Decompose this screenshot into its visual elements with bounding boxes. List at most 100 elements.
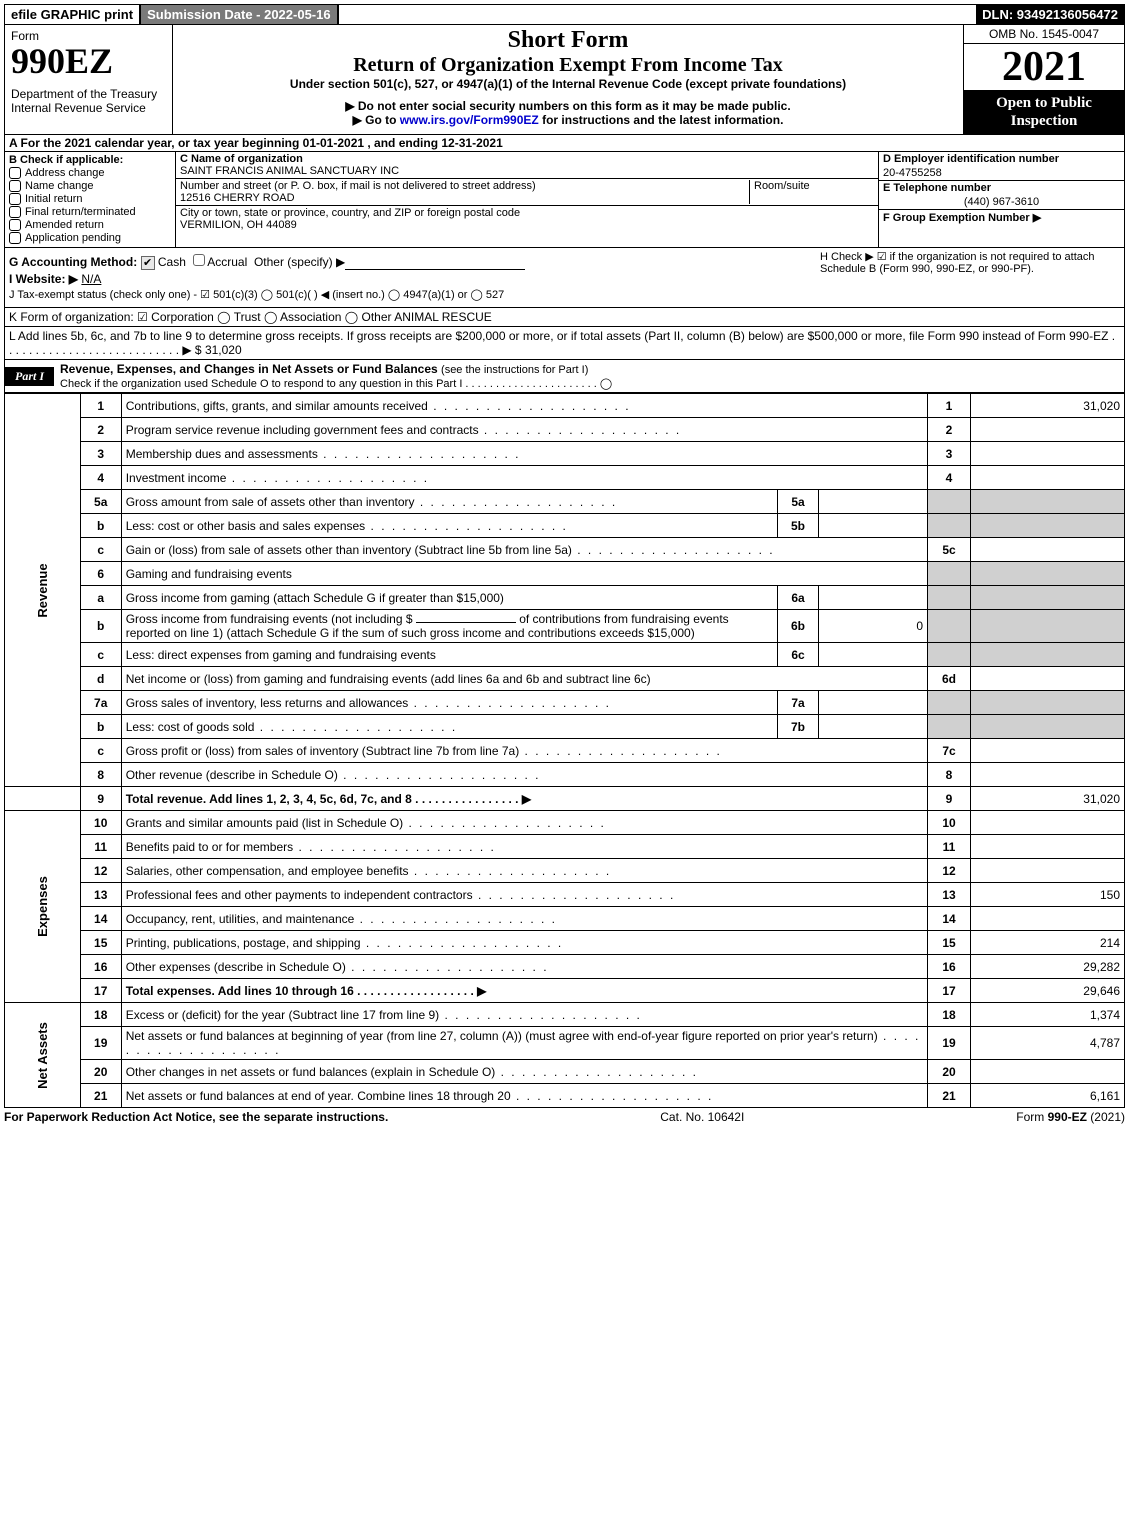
line9-value: 31,020 bbox=[971, 787, 1125, 811]
line21-value: 6,161 bbox=[971, 1084, 1125, 1108]
form-header: Form 990EZ Department of the Treasury In… bbox=[4, 25, 1125, 135]
c-city-row: City or town, state or province, country… bbox=[176, 206, 878, 232]
table-row: 20 Other changes in net assets or fund b… bbox=[5, 1060, 1125, 1084]
chk-cash[interactable] bbox=[141, 256, 155, 270]
part1-header: Part I Revenue, Expenses, and Changes in… bbox=[4, 360, 1125, 393]
c-name-row: C Name of organization SAINT FRANCIS ANI… bbox=[176, 152, 878, 179]
table-row: 6 Gaming and fundraising events bbox=[5, 562, 1125, 586]
chk-name-change[interactable]: Name change bbox=[9, 180, 171, 192]
omb-number: OMB No. 1545-0047 bbox=[964, 25, 1124, 44]
dept-label: Department of the Treasury Internal Reve… bbox=[11, 87, 166, 115]
header-right: OMB No. 1545-0047 2021 Open to Public In… bbox=[963, 25, 1124, 134]
d-label: D Employer identification number bbox=[879, 152, 1124, 166]
chk-initial-return[interactable]: Initial return bbox=[9, 193, 171, 205]
table-row: 8 Other revenue (describe in Schedule O)… bbox=[5, 763, 1125, 787]
org-name: SAINT FRANCIS ANIMAL SANCTUARY INC bbox=[180, 165, 399, 177]
header-left: Form 990EZ Department of the Treasury In… bbox=[5, 25, 173, 134]
footer-left: For Paperwork Reduction Act Notice, see … bbox=[4, 1110, 388, 1124]
table-row: 9 Total revenue. Add lines 1, 2, 3, 4, 5… bbox=[5, 787, 1125, 811]
line15-value: 214 bbox=[971, 931, 1125, 955]
table-row: 16 Other expenses (describe in Schedule … bbox=[5, 955, 1125, 979]
phone-value: (440) 967-3610 bbox=[879, 195, 1124, 209]
chk-amended-return[interactable]: Amended return bbox=[9, 219, 171, 231]
c-street-row: Number and street (or P. O. box, if mail… bbox=[176, 179, 878, 206]
table-row: 7a Gross sales of inventory, less return… bbox=[5, 691, 1125, 715]
b-label: B Check if applicable: bbox=[9, 154, 171, 166]
c-label: C Name of organization bbox=[180, 153, 303, 165]
top-spacer bbox=[339, 5, 977, 24]
table-row: 21 Net assets or fund balances at end of… bbox=[5, 1084, 1125, 1108]
city-label: City or town, state or province, country… bbox=[180, 207, 520, 219]
part1-title: Revenue, Expenses, and Changes in Net As… bbox=[54, 360, 1124, 392]
footer-center: Cat. No. 10642I bbox=[660, 1110, 744, 1124]
table-row: 17 Total expenses. Add lines 10 through … bbox=[5, 979, 1125, 1003]
netassets-side-label: Net Assets bbox=[5, 1003, 81, 1108]
revenue-table: Revenue 1 Contributions, gifts, grants, … bbox=[4, 393, 1125, 1108]
section-b: B Check if applicable: Address change Na… bbox=[5, 152, 176, 247]
page-footer: For Paperwork Reduction Act Notice, see … bbox=[4, 1108, 1125, 1126]
i-label: I Website: ▶ bbox=[9, 272, 78, 286]
footer-right: Form 990-EZ (2021) bbox=[1016, 1110, 1125, 1124]
chk-final-return[interactable]: Final return/terminated bbox=[9, 206, 171, 218]
goto-note: ▶ Go to www.irs.gov/Form990EZ for instru… bbox=[179, 113, 957, 127]
expenses-side-label: Expenses bbox=[5, 811, 81, 1003]
top-bar: efile GRAPHIC print Submission Date - 20… bbox=[4, 4, 1125, 25]
line13-value: 150 bbox=[971, 883, 1125, 907]
short-form-title: Short Form bbox=[179, 27, 957, 54]
website-value: N/A bbox=[81, 272, 101, 286]
table-row: 19 Net assets or fund balances at beginn… bbox=[5, 1027, 1125, 1060]
table-row: c Less: direct expenses from gaming and … bbox=[5, 643, 1125, 667]
k-text: K Form of organization: ☑ Corporation ◯ … bbox=[9, 310, 492, 324]
efile-label: efile GRAPHIC print bbox=[5, 5, 141, 24]
table-row: 14 Occupancy, rent, utilities, and maint… bbox=[5, 907, 1125, 931]
table-row: 3 Membership dues and assessments 3 bbox=[5, 442, 1125, 466]
contrib-blank bbox=[416, 622, 516, 623]
ssn-note: ▶ Do not enter social security numbers o… bbox=[179, 99, 957, 113]
table-row: a Gross income from gaming (attach Sched… bbox=[5, 586, 1125, 610]
section-def: D Employer identification number 20-4755… bbox=[878, 152, 1124, 247]
table-row: 15 Printing, publications, postage, and … bbox=[5, 931, 1125, 955]
e-label: E Telephone number bbox=[879, 180, 1124, 195]
section-j: J Tax-exempt status (check only one) - ☑… bbox=[9, 288, 1120, 301]
chk-address-change[interactable]: Address change bbox=[9, 167, 171, 179]
table-row: 12 Salaries, other compensation, and emp… bbox=[5, 859, 1125, 883]
table-row: Revenue 1 Contributions, gifts, grants, … bbox=[5, 394, 1125, 418]
submission-date: Submission Date - 2022-05-16 bbox=[141, 5, 339, 24]
ein-value: 20-4755258 bbox=[879, 166, 1124, 180]
street-label: Number and street (or P. O. box, if mail… bbox=[180, 180, 536, 192]
line1-value: 31,020 bbox=[971, 394, 1125, 418]
table-row: 5a Gross amount from sale of assets othe… bbox=[5, 490, 1125, 514]
ghij-block: H Check ▶ ☑ if the organization is not r… bbox=[4, 248, 1125, 308]
goto-post: for instructions and the latest informat… bbox=[539, 113, 784, 127]
line18-value: 1,374 bbox=[971, 1003, 1125, 1027]
chk-accrual[interactable] bbox=[193, 254, 205, 266]
form-number: 990EZ bbox=[11, 43, 166, 79]
f-label: F Group Exemption Number ▶ bbox=[879, 209, 1124, 225]
section-k: K Form of organization: ☑ Corporation ◯ … bbox=[4, 308, 1125, 327]
revenue-side-label: Revenue bbox=[5, 394, 81, 787]
tax-year: 2021 bbox=[964, 44, 1124, 90]
info-block: B Check if applicable: Address change Na… bbox=[4, 152, 1125, 248]
line16-value: 29,282 bbox=[971, 955, 1125, 979]
chk-application-pending[interactable]: Application pending bbox=[9, 232, 171, 244]
line19-value: 4,787 bbox=[971, 1027, 1125, 1060]
table-row: b Less: cost of goods sold 7b bbox=[5, 715, 1125, 739]
table-row: Expenses 10 Grants and similar amounts p… bbox=[5, 811, 1125, 835]
table-row: 13 Professional fees and other payments … bbox=[5, 883, 1125, 907]
street-value: 12516 CHERRY ROAD bbox=[180, 192, 295, 204]
goto-pre: ▶ Go to bbox=[353, 113, 400, 127]
table-row: Net Assets 18 Excess or (deficit) for th… bbox=[5, 1003, 1125, 1027]
table-row: 4 Investment income 4 bbox=[5, 466, 1125, 490]
irs-link[interactable]: www.irs.gov/Form990EZ bbox=[400, 113, 539, 127]
table-row: b Gross income from fundraising events (… bbox=[5, 610, 1125, 643]
other-specify-input[interactable] bbox=[345, 269, 525, 270]
line17-value: 29,646 bbox=[971, 979, 1125, 1003]
g-label: G Accounting Method: bbox=[9, 255, 137, 269]
section-c: C Name of organization SAINT FRANCIS ANI… bbox=[176, 152, 878, 247]
dln-label: DLN: 93492136056472 bbox=[976, 5, 1124, 24]
section-a: A For the 2021 calendar year, or tax yea… bbox=[4, 135, 1125, 152]
table-row: 11 Benefits paid to or for members 11 bbox=[5, 835, 1125, 859]
table-row: b Less: cost or other basis and sales ex… bbox=[5, 514, 1125, 538]
section-l: L Add lines 5b, 6c, and 7b to line 9 to … bbox=[4, 327, 1125, 360]
table-row: 2 Program service revenue including gove… bbox=[5, 418, 1125, 442]
